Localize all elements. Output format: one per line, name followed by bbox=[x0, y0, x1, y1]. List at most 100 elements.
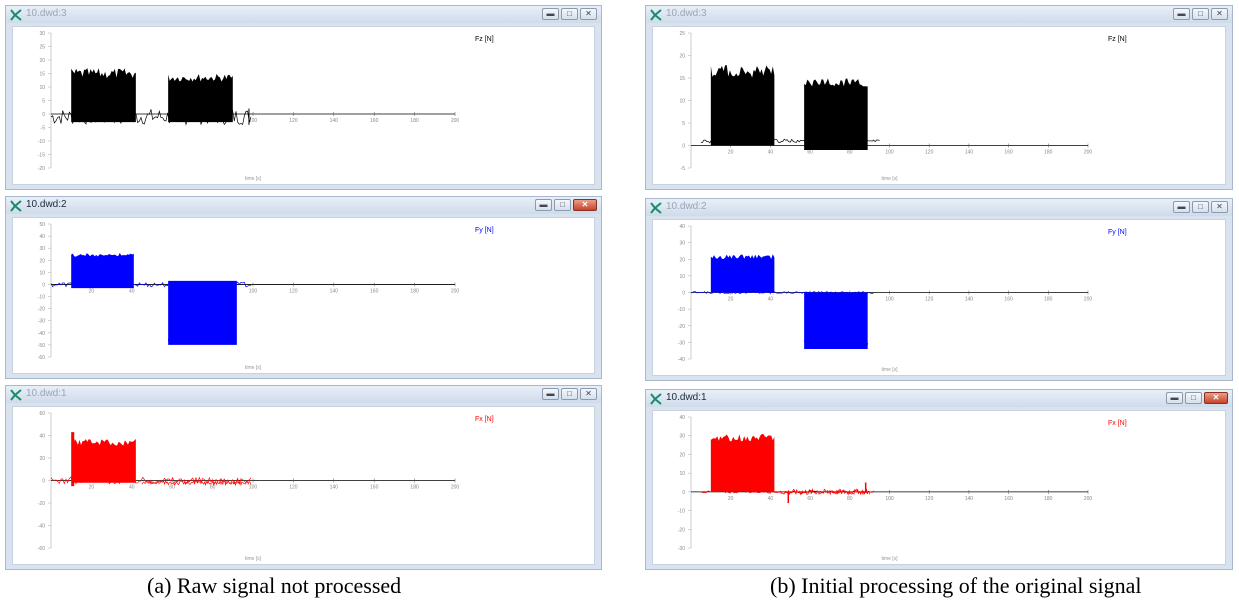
y-tick-label: 5 bbox=[42, 99, 45, 105]
signal-trace bbox=[700, 434, 874, 504]
x-tick-label: 120 bbox=[925, 150, 934, 156]
restore-button[interactable]: □ bbox=[561, 8, 578, 20]
minimize-button[interactable]: ▬ bbox=[542, 8, 559, 20]
title-bar[interactable]: 10.dwd:2 ▬ □ ✕ bbox=[646, 199, 1232, 216]
y-tick-label: -40 bbox=[38, 331, 45, 337]
x-tick-label: 140 bbox=[330, 485, 339, 491]
x-tick-label: 40 bbox=[768, 496, 774, 502]
y-tick-label: -5 bbox=[41, 126, 46, 132]
x-tick-label: 140 bbox=[330, 118, 339, 124]
x-tick-label: 80 bbox=[847, 496, 853, 502]
x-tick-label: 200 bbox=[451, 485, 460, 491]
series-label: Fy [N] bbox=[475, 227, 494, 234]
y-tick-label: 50 bbox=[39, 222, 45, 228]
plot-area: 403020100-10-20-30-402040608010012014016… bbox=[652, 219, 1226, 376]
close-button[interactable]: ✕ bbox=[573, 199, 597, 211]
x-tick-label: 100 bbox=[885, 297, 894, 303]
y-tick-label: 0 bbox=[682, 144, 685, 150]
minimize-button[interactable]: ▬ bbox=[542, 388, 559, 400]
y-tick-label: 0 bbox=[42, 112, 45, 118]
close-button[interactable]: ✕ bbox=[580, 388, 597, 400]
x-tick-label: 80 bbox=[847, 150, 853, 156]
x-tick-label: 60 bbox=[807, 496, 813, 502]
y-tick-label: -50 bbox=[38, 343, 45, 349]
window-a-fz[interactable]: 10.dwd:3▬□✕302520151050-5-10-15-20204060… bbox=[5, 5, 602, 190]
window-a-fx[interactable]: 10.dwd:1 ▬ □ ✕ 60 40 20 0 -20 -40 -60 20 40 60 80 100 12… bbox=[5, 385, 602, 570]
window-title: 10.dwd:1 bbox=[666, 392, 707, 403]
x-tick-label: 20 bbox=[728, 496, 734, 502]
title-bar[interactable]: 10.dwd:2 ▬ □ ✕ bbox=[6, 197, 601, 214]
app-logo-icon bbox=[650, 392, 662, 405]
minimize-button[interactable]: ▬ bbox=[1173, 201, 1190, 213]
x-tick-label: 200 bbox=[451, 288, 460, 294]
app-logo-icon bbox=[650, 201, 662, 214]
close-button[interactable]: ✕ bbox=[1211, 201, 1228, 213]
x-tick-label: 180 bbox=[1044, 297, 1053, 303]
x-tick-label: 160 bbox=[1004, 297, 1013, 303]
window-title: 10.dwd:2 bbox=[26, 199, 67, 210]
signal-plot: 50403020100-10-20-30-40-50-6020406080100… bbox=[38, 222, 494, 371]
x-tick-label: 100 bbox=[249, 485, 258, 491]
x-tick-label: 20 bbox=[89, 485, 95, 491]
x-tick-label: 140 bbox=[965, 496, 974, 502]
window-b-fy[interactable]: 10.dwd:2▬□✕403020100-10-20-30-4020406080… bbox=[645, 198, 1233, 381]
minimize-button[interactable]: ▬ bbox=[1173, 8, 1190, 20]
title-bar[interactable]: 10.dwd:1 ▬ □ ✕ bbox=[646, 390, 1232, 407]
close-button[interactable]: ✕ bbox=[1211, 8, 1228, 20]
title-bar[interactable]: 10.dwd:3 ▬ □ ✕ bbox=[6, 6, 601, 23]
y-tick-label: 40 bbox=[39, 434, 45, 440]
close-button[interactable]: ✕ bbox=[1204, 392, 1228, 404]
restore-button[interactable]: □ bbox=[1192, 8, 1209, 20]
plot-area: 50403020100-10-20-30-40-50-6020406080100… bbox=[12, 217, 595, 374]
app-logo-icon bbox=[10, 199, 22, 212]
series-label: Fz [N] bbox=[1108, 36, 1127, 43]
close-button[interactable]: ✕ bbox=[580, 8, 597, 20]
restore-button[interactable]: □ bbox=[561, 388, 578, 400]
signal-trace bbox=[50, 253, 252, 345]
x-tick-label: 140 bbox=[965, 150, 974, 156]
x-tick-label: 160 bbox=[370, 288, 379, 294]
window-b-fz[interactable]: 10.dwd:3 ▬ □ ✕ 25 20 15 10 5 0 -5 20 40 60 80 100 120 140… bbox=[645, 5, 1233, 190]
y-tick-label: 20 bbox=[679, 452, 685, 458]
window-b-fx[interactable]: 10.dwd:1 ▬ □ ✕ 40 30 20 10 0 -10 -20 -30 20 40 60 80 100… bbox=[645, 389, 1233, 570]
x-tick-label: 180 bbox=[410, 485, 419, 491]
restore-button[interactable]: □ bbox=[1185, 392, 1202, 404]
y-tick-label: 10 bbox=[679, 99, 685, 105]
y-tick-label: -40 bbox=[38, 524, 45, 530]
y-tick-label: 0 bbox=[682, 291, 685, 297]
minimize-button[interactable]: ▬ bbox=[1166, 392, 1183, 404]
y-tick-label: 10 bbox=[39, 270, 45, 276]
y-tick-label: 30 bbox=[39, 31, 45, 37]
minimize-button[interactable]: ▬ bbox=[535, 199, 552, 211]
x-tick-label: 60 bbox=[807, 150, 813, 156]
x-axis-label: time [s] bbox=[245, 176, 262, 182]
x-axis-label: time [s] bbox=[245, 365, 262, 371]
y-tick-label: 20 bbox=[679, 54, 685, 60]
signal-trace bbox=[700, 65, 880, 150]
x-tick-label: 100 bbox=[249, 288, 258, 294]
x-tick-label: 60 bbox=[169, 485, 175, 491]
restore-button[interactable]: □ bbox=[554, 199, 571, 211]
plot-area: 40 30 20 10 0 -10 -20 -30 20 40 60 80 100 120 140 160 18… bbox=[652, 410, 1226, 565]
y-tick-label: 10 bbox=[679, 471, 685, 477]
x-tick-label: 40 bbox=[768, 297, 774, 303]
title-bar[interactable]: 10.dwd:1 ▬ □ ✕ bbox=[6, 386, 601, 403]
y-tick-label: -10 bbox=[678, 509, 685, 515]
y-tick-label: -60 bbox=[38, 546, 45, 552]
signal-trace bbox=[690, 254, 874, 350]
x-tick-label: 100 bbox=[885, 150, 894, 156]
y-tick-label: 30 bbox=[39, 246, 45, 252]
title-bar[interactable]: 10.dwd:3 ▬ □ ✕ bbox=[646, 6, 1232, 23]
y-tick-label: -10 bbox=[678, 307, 685, 313]
y-tick-label: 40 bbox=[39, 234, 45, 240]
app-logo-icon bbox=[650, 8, 662, 21]
restore-button[interactable]: □ bbox=[1192, 201, 1209, 213]
x-tick-label: 120 bbox=[289, 288, 298, 294]
window-a-fy[interactable]: 10.dwd:2 ▬ □ ✕ 50 40 30 20 10 0 -10 -20 -30 -40 -50 -60… bbox=[5, 196, 602, 379]
plot-area: 60 40 20 0 -20 -40 -60 20 40 60 80 100 120 140 160 180 2… bbox=[12, 406, 595, 565]
y-tick-label: 60 bbox=[39, 411, 45, 417]
x-tick-label: 120 bbox=[925, 297, 934, 303]
y-tick-label: -40 bbox=[678, 357, 685, 363]
y-tick-label: -20 bbox=[38, 501, 45, 507]
y-tick-label: -30 bbox=[38, 319, 45, 325]
